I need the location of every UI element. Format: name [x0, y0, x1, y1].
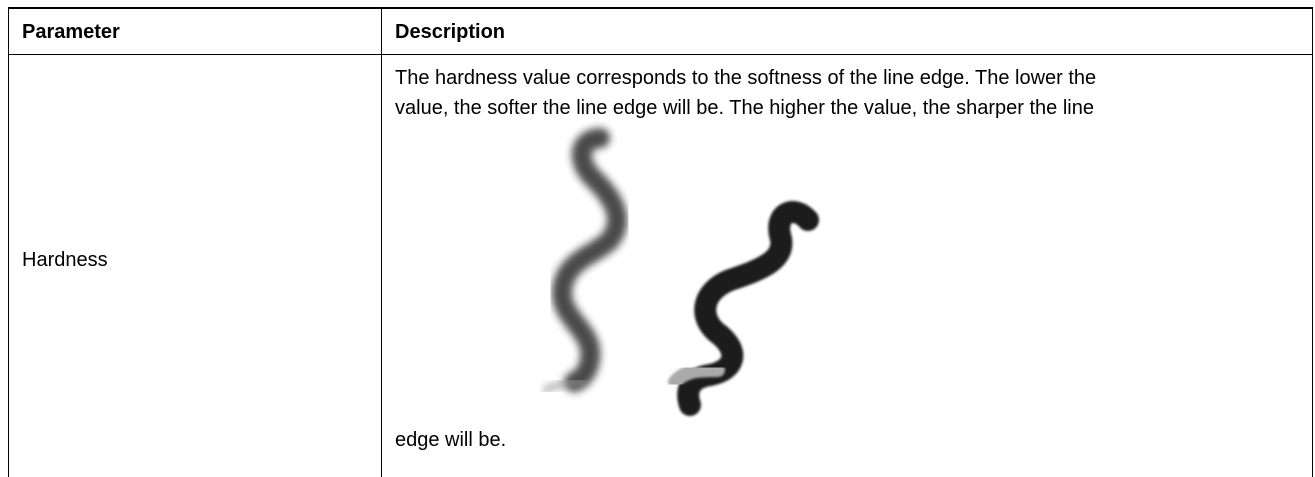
- page: Parameter Description Hardness The hardn…: [8, 7, 1313, 477]
- parameter-cell: Hardness: [22, 249, 108, 271]
- hard-tail: [668, 363, 725, 389]
- description-line: edge will be.: [395, 429, 507, 451]
- column-divider: [381, 7, 382, 477]
- description-line: value, the softer the line edge will be.…: [395, 97, 1094, 119]
- header-cell: Description: [395, 21, 506, 43]
- hardness-illustration: [542, 128, 819, 416]
- header-cell: Parameter: [22, 21, 120, 43]
- table-frame: [8, 7, 1313, 477]
- description-line: The hardness value corresponds to the so…: [395, 67, 1097, 89]
- soft-stroke: [552, 128, 628, 392]
- soft-tail: [542, 379, 588, 393]
- header-divider: [8, 54, 1313, 55]
